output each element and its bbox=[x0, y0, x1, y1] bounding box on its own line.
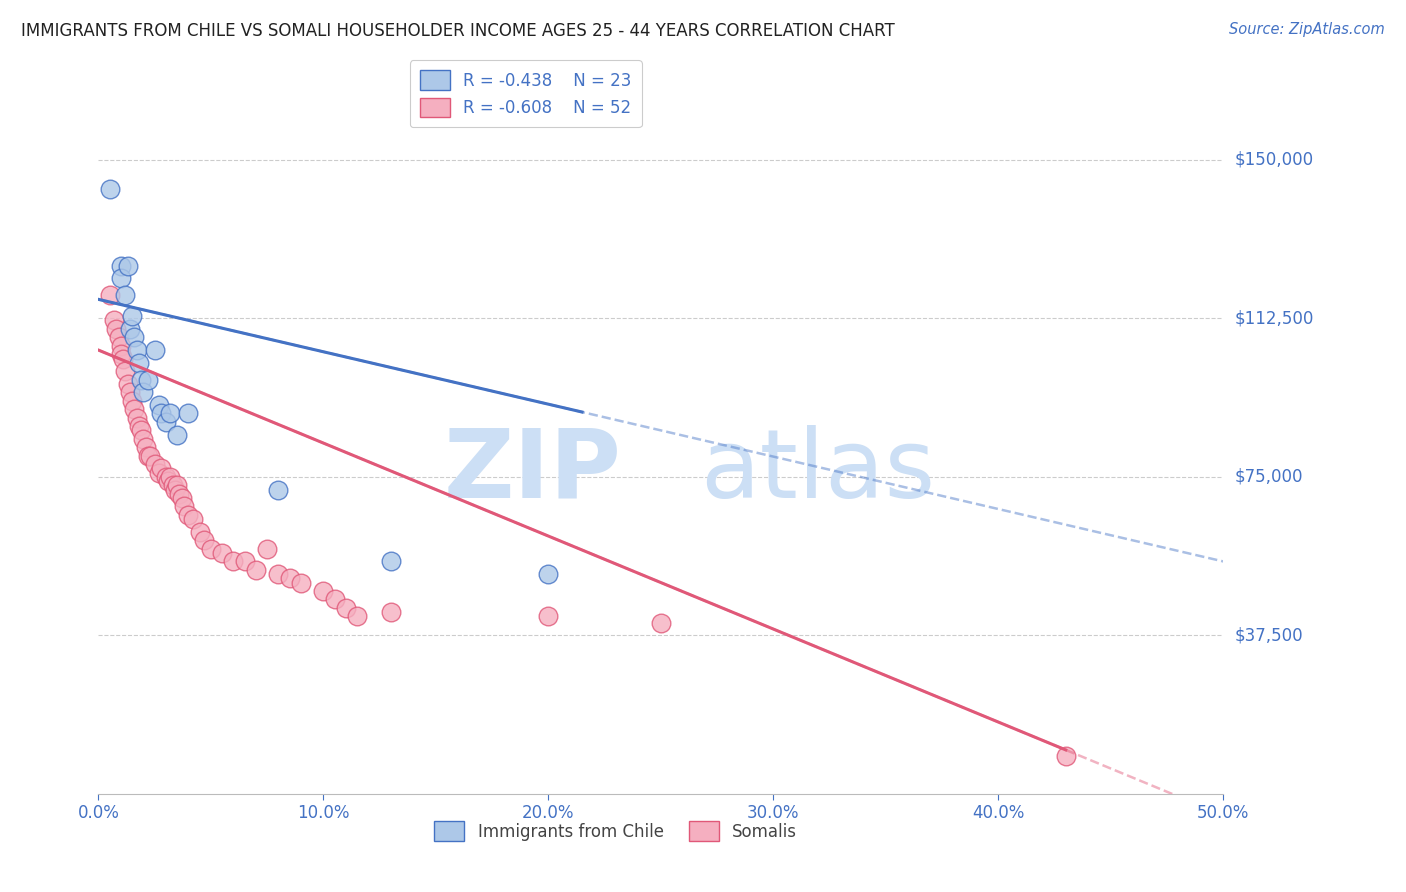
Point bbox=[118, 322, 141, 336]
Point bbox=[112, 351, 135, 366]
Point bbox=[163, 483, 186, 497]
Text: $112,500: $112,500 bbox=[1234, 310, 1313, 327]
Point bbox=[110, 259, 132, 273]
Text: $75,000: $75,000 bbox=[1234, 468, 1303, 486]
Text: $150,000: $150,000 bbox=[1234, 151, 1313, 169]
Point bbox=[335, 601, 357, 615]
Point bbox=[128, 356, 150, 370]
Point bbox=[148, 466, 170, 480]
Point bbox=[323, 592, 346, 607]
Point bbox=[211, 546, 233, 560]
Point bbox=[166, 478, 188, 492]
Point bbox=[312, 584, 335, 599]
Point bbox=[200, 541, 222, 556]
Point bbox=[132, 385, 155, 400]
Point bbox=[110, 347, 132, 361]
Text: $37,500: $37,500 bbox=[1234, 626, 1303, 644]
Point bbox=[1054, 748, 1077, 763]
Legend: Immigrants from Chile, Somalis: Immigrants from Chile, Somalis bbox=[427, 814, 804, 847]
Point bbox=[150, 461, 173, 475]
Text: Source: ZipAtlas.com: Source: ZipAtlas.com bbox=[1229, 22, 1385, 37]
Point bbox=[290, 575, 312, 590]
Point bbox=[124, 330, 146, 344]
Point bbox=[177, 407, 200, 421]
Point bbox=[173, 500, 195, 514]
Point bbox=[125, 343, 148, 357]
Point bbox=[128, 419, 150, 434]
Point bbox=[222, 554, 245, 568]
Point bbox=[155, 470, 177, 484]
Point bbox=[181, 512, 204, 526]
Point bbox=[118, 385, 141, 400]
Point bbox=[245, 563, 267, 577]
Point bbox=[170, 491, 193, 505]
Point bbox=[537, 567, 560, 582]
Point bbox=[256, 541, 278, 556]
Point bbox=[136, 449, 159, 463]
Point bbox=[159, 407, 181, 421]
Point bbox=[169, 487, 191, 501]
Point bbox=[121, 310, 143, 324]
Point bbox=[135, 440, 157, 454]
Point bbox=[117, 259, 139, 273]
Point bbox=[117, 376, 139, 391]
Point bbox=[143, 457, 166, 471]
Point bbox=[129, 423, 152, 437]
Point bbox=[380, 554, 402, 568]
Text: IMMIGRANTS FROM CHILE VS SOMALI HOUSEHOLDER INCOME AGES 25 - 44 YEARS CORRELATIO: IMMIGRANTS FROM CHILE VS SOMALI HOUSEHOL… bbox=[21, 22, 894, 40]
Point bbox=[136, 373, 159, 387]
Point bbox=[380, 605, 402, 619]
Point bbox=[267, 483, 290, 497]
Point bbox=[129, 373, 152, 387]
Point bbox=[162, 478, 184, 492]
Point bbox=[98, 182, 121, 196]
Point bbox=[121, 393, 143, 408]
Point bbox=[110, 339, 132, 353]
Point bbox=[139, 449, 162, 463]
Point bbox=[537, 609, 560, 624]
Point bbox=[143, 343, 166, 357]
Point bbox=[157, 474, 180, 488]
Point bbox=[159, 470, 181, 484]
Point bbox=[193, 533, 215, 548]
Text: atlas: atlas bbox=[700, 425, 935, 517]
Point bbox=[166, 427, 188, 442]
Point bbox=[107, 330, 129, 344]
Point bbox=[110, 271, 132, 285]
Point bbox=[148, 398, 170, 412]
Point bbox=[233, 554, 256, 568]
Point bbox=[125, 410, 148, 425]
Point bbox=[150, 407, 173, 421]
Point bbox=[267, 567, 290, 582]
Point bbox=[650, 615, 672, 630]
Point bbox=[132, 432, 155, 446]
Point bbox=[103, 313, 125, 327]
Point bbox=[105, 322, 128, 336]
Point bbox=[188, 524, 211, 539]
Point bbox=[177, 508, 200, 522]
Point bbox=[114, 288, 136, 302]
Point bbox=[155, 415, 177, 429]
Point bbox=[124, 402, 146, 417]
Point bbox=[114, 364, 136, 378]
Point bbox=[346, 609, 368, 624]
Point bbox=[98, 288, 121, 302]
Text: ZIP: ZIP bbox=[443, 425, 621, 517]
Point bbox=[278, 571, 301, 585]
